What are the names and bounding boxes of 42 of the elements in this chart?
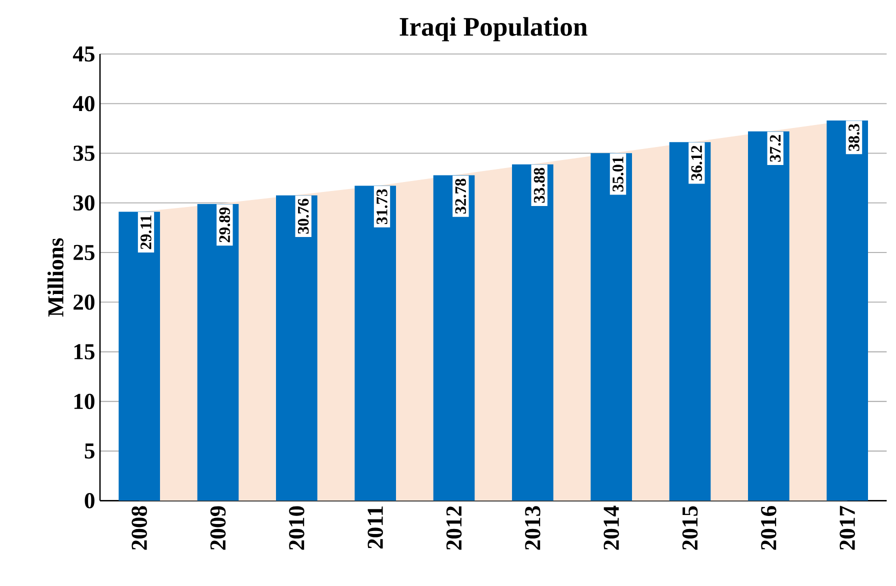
bar [826,120,868,501]
bar [512,164,554,501]
y-tick-label: 35 [73,146,94,161]
y-tick-label: 25 [74,244,94,260]
x-tick-label: 2014 [604,506,619,550]
bar [590,153,632,501]
y-tick-label: 30 [73,195,94,211]
data-label: 32.78 [455,178,466,214]
x-tick-label: 2017 [840,506,855,550]
y-tick-label: 20 [74,294,94,310]
data-label: 37.2 [770,135,781,162]
bar [433,175,475,501]
chart-title: Iraqi Population [400,17,588,42]
y-tick-label: 10 [74,394,94,410]
bar [669,142,711,501]
bar [118,212,160,501]
data-label: 29.11 [140,215,152,250]
data-label: 31.73 [376,189,388,224]
y-tick-label: 45 [72,46,94,62]
data-label: 36.12 [691,146,702,180]
data-label: 35.01 [612,156,624,192]
x-tick-label: 2011 [368,506,383,548]
x-tick-label: 2010 [289,506,304,550]
x-tick-label: 2009 [210,506,226,550]
x-tick-label: 2008 [132,506,147,550]
x-tick-label: 2012 [446,506,462,550]
x-tick-label: 2016 [761,506,776,550]
bar [354,186,396,501]
x-tick-label: 2015 [682,506,698,550]
y-tick-label: 5 [84,444,94,459]
data-label: 30.76 [298,198,309,234]
bar [197,204,239,501]
y-tick-label: 15 [74,344,94,360]
data-label: 38.3 [848,124,860,151]
y-tick-label: 0 [84,493,94,508]
y-tick-label: 40 [72,96,94,112]
data-label: 29.89 [219,207,230,242]
bar [276,195,318,501]
x-tick-label: 2013 [525,506,540,550]
y-axis-title: Millions [48,238,64,317]
bar [748,131,790,501]
data-label: 33.88 [534,168,545,203]
